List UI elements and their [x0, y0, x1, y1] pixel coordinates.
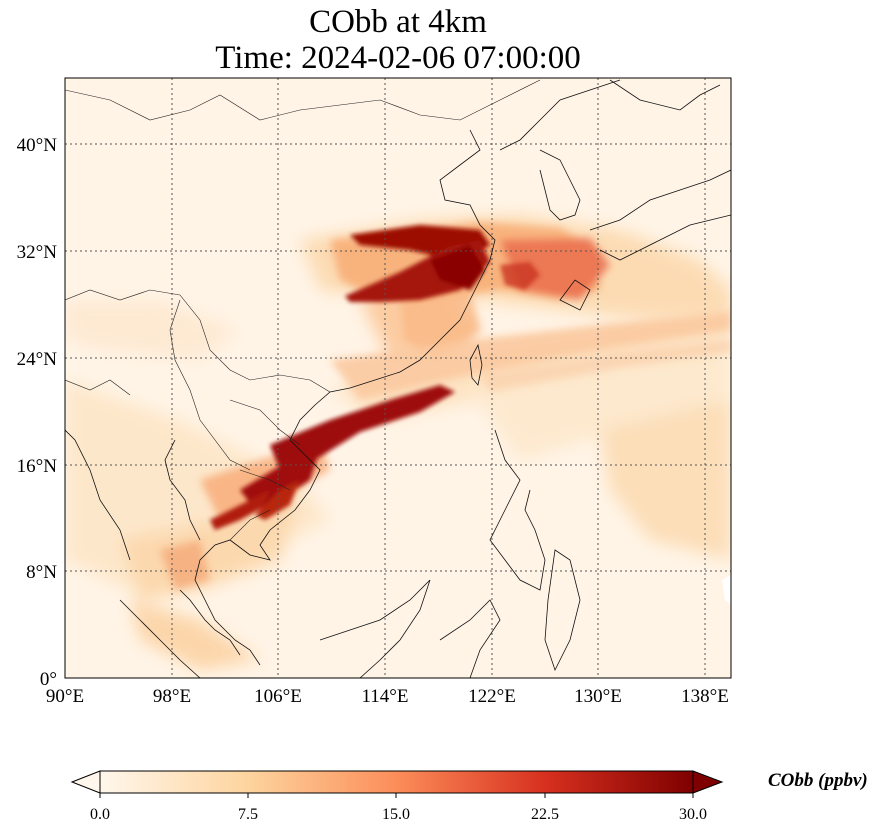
title-line-time: Time: 2024-02-06 07:00:00 — [215, 40, 581, 76]
title-line-variable: CObb at 4km — [309, 4, 487, 40]
lon-tick-label: 138°E — [681, 686, 729, 707]
lon-tick-label: 106°E — [254, 686, 302, 707]
colorbar-extend-max — [692, 770, 724, 794]
map-frame — [64, 77, 732, 679]
lat-tick-label: 32°N — [17, 242, 58, 263]
lat-tick-label: 16°N — [17, 456, 58, 477]
lon-tick-label: 98°E — [153, 686, 191, 707]
lon-tick-label: 130°E — [574, 686, 622, 707]
colorbar-tick-label: 30.0 — [679, 806, 707, 823]
coastlines — [65, 79, 731, 678]
colorbar-label: CObb (ppbv) — [768, 770, 868, 791]
colorbar — [70, 770, 724, 798]
longitude-axis: 90°E 98°E 106°E 114°E 122°E 130°E 138°E — [46, 686, 729, 707]
colorbar-extend-min — [70, 770, 101, 794]
latitude-axis: 0° 8°N 16°N 24°N 32°N 40°N — [17, 135, 58, 690]
lat-tick-label: 0° — [40, 669, 57, 690]
lon-tick-label: 90°E — [46, 686, 84, 707]
map-title: CObb at 4km Time: 2024-02-06 07:00:00 — [65, 4, 731, 76]
colorbar-tick-label: 15.0 — [382, 806, 410, 823]
gridlines — [65, 78, 731, 678]
colorbar-tick-label: 0.0 — [90, 806, 110, 823]
lat-tick-label: 24°N — [17, 349, 58, 370]
lat-tick-label: 40°N — [17, 135, 58, 156]
colorbar-tick-label: 22.5 — [531, 806, 559, 823]
country-borders — [65, 79, 541, 541]
lat-tick-label: 8°N — [26, 562, 57, 583]
lon-tick-label: 114°E — [362, 686, 409, 707]
concentration-field — [65, 78, 731, 678]
lon-tick-label: 122°E — [468, 686, 516, 707]
colorbar-tick-label: 7.5 — [238, 806, 258, 823]
colorbar-gradient — [100, 771, 693, 793]
